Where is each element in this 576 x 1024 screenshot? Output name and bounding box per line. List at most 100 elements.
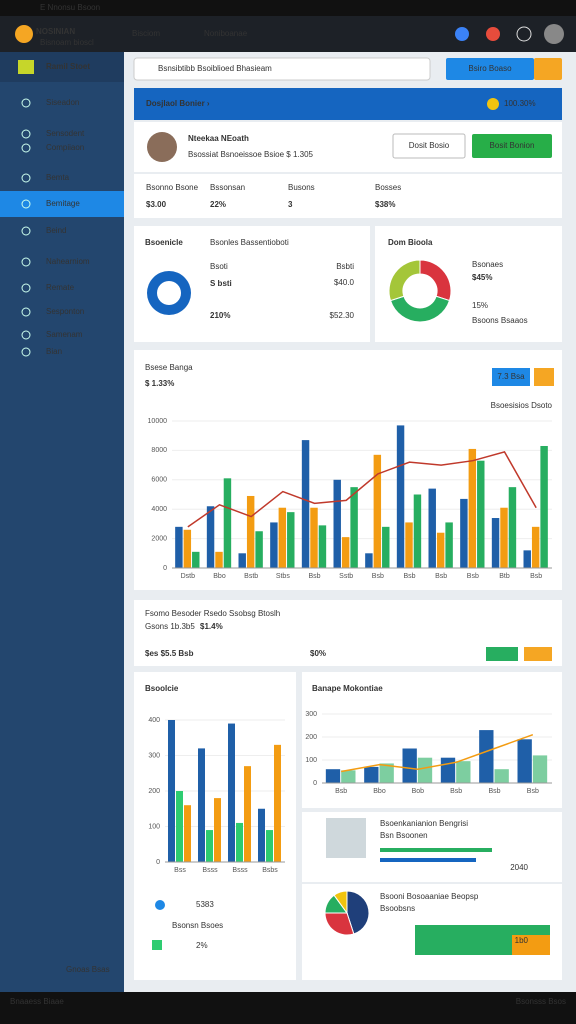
bar: [215, 551, 223, 568]
x-tick-label: Bss: [174, 867, 186, 874]
label: 5383: [196, 900, 214, 909]
label: Bsonsn Bsoes: [172, 921, 223, 930]
bar: [255, 531, 263, 568]
y-tick-label: 10000: [148, 418, 168, 425]
x-tick-label: Bsb: [403, 573, 415, 580]
label: Bsoons Bsaaos: [472, 316, 528, 325]
label: Bssonsan: [210, 183, 245, 192]
button[interactable]: [392, 133, 466, 159]
bar: [310, 507, 318, 568]
bar: [341, 537, 350, 568]
icon[interactable]: [455, 27, 469, 41]
button[interactable]: [534, 58, 562, 80]
bar: [168, 720, 175, 862]
bar: [382, 526, 390, 568]
bar: [508, 487, 517, 568]
bar: [494, 769, 509, 783]
menu-icon: [21, 129, 31, 139]
icon: [487, 98, 499, 110]
x-tick-label: Bsb: [308, 573, 320, 580]
bar: [540, 445, 548, 568]
label: Bsoenicle: [145, 238, 183, 247]
bar: [364, 766, 379, 783]
label: Bsoesisios Dsoto: [491, 401, 553, 410]
bar: [258, 808, 265, 862]
label: Beind: [46, 226, 66, 235]
bar: [436, 532, 445, 568]
bar: [301, 440, 310, 568]
button[interactable]: [492, 368, 530, 386]
x-tick-label: Bsb: [527, 788, 539, 795]
label: $40.0: [334, 278, 355, 287]
label: $ 1.33%: [145, 379, 174, 388]
active-item[interactable]: [0, 191, 124, 217]
bar: [500, 507, 508, 568]
slice: [388, 259, 421, 302]
logo-icon: [15, 25, 33, 43]
button[interactable]: [472, 134, 552, 158]
label: $es $5.5 Bsb: [145, 649, 194, 658]
label: Bnaaess Biaae: [10, 997, 64, 1006]
y-tick-label: 0: [156, 859, 160, 866]
label: 7.3 Bsa: [497, 372, 525, 381]
menu-icon: [21, 173, 31, 183]
bar: [223, 478, 232, 568]
bar: [402, 748, 417, 783]
x-tick-label: Dstb: [181, 573, 196, 580]
label: Dosit Bosio: [409, 141, 450, 150]
bar: [333, 479, 341, 568]
icon: [155, 900, 165, 910]
search-box[interactable]: [133, 57, 431, 81]
bar: [206, 830, 213, 862]
bar: [325, 769, 341, 783]
label: Fsomo Besoder Rsedo Ssobsg Btoslh: [145, 609, 280, 618]
y-tick-label: 100: [148, 823, 160, 830]
bar: [318, 525, 327, 568]
bar: [238, 553, 246, 568]
avatar[interactable]: [544, 24, 564, 44]
os-bar: [0, 0, 576, 16]
label: Bsonaes: [472, 260, 503, 269]
y-tick-label: 300: [305, 711, 317, 718]
label: Bsonsss Bsos: [516, 997, 566, 1006]
icon[interactable]: [516, 26, 532, 42]
bar: [440, 757, 456, 783]
kpi-strip: [134, 174, 562, 218]
y-tick-label: 100: [305, 757, 317, 764]
button[interactable]: [486, 647, 518, 661]
bar: [176, 791, 183, 862]
avatar: [147, 132, 177, 162]
label: Compiiaon: [46, 143, 84, 152]
label: 2%: [196, 941, 208, 950]
bar: [531, 526, 540, 568]
progress: [380, 848, 492, 852]
bar: [184, 805, 191, 862]
label: Siseadon: [46, 98, 79, 107]
button[interactable]: [446, 58, 534, 80]
label: $3.00: [146, 200, 167, 209]
y-tick-label: 6000: [151, 477, 167, 484]
label: Dosjlaol Bonier ›: [146, 99, 210, 108]
label: Remate: [46, 283, 75, 292]
label: Bsoti: [210, 262, 228, 271]
bar: [244, 766, 251, 862]
bar: [379, 763, 394, 783]
bar: [175, 526, 183, 568]
menu-icon: [21, 226, 31, 236]
menu-icon[interactable]: [18, 60, 34, 74]
bar: [456, 761, 471, 783]
label: Noniboanae: [204, 29, 248, 38]
label: Bsoobsns: [380, 904, 415, 913]
label: Bsonno Bsone: [146, 183, 199, 192]
label: 2040: [510, 863, 528, 872]
button[interactable]: [524, 647, 552, 661]
label: Nahearniom: [46, 257, 90, 266]
bar: [192, 551, 200, 568]
button[interactable]: [534, 368, 554, 386]
y-tick-label: 4000: [151, 506, 167, 513]
bar: [341, 770, 356, 783]
label: Dom Bioola: [388, 238, 433, 247]
icon[interactable]: [486, 27, 500, 41]
